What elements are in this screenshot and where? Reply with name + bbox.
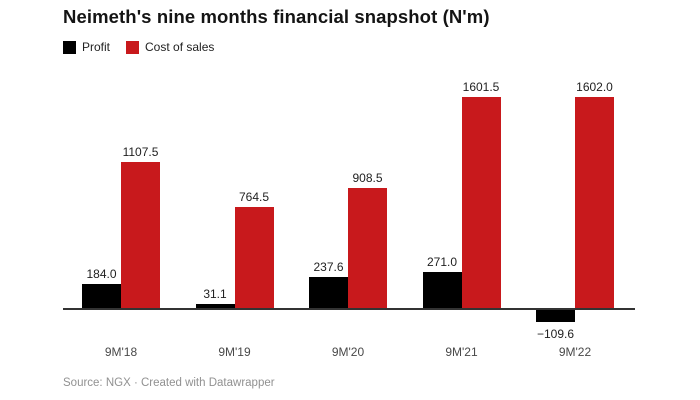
x-tick-label: 9M'22 [558, 345, 592, 359]
plot-area: 184.0 1107.5 9M'18 31.1 764.5 9M'19 237.6 908.5… [63, 60, 637, 370]
x-tick-label: 9M'18 [104, 345, 138, 359]
legend-label-cost-of-sales: Cost of sales [145, 40, 215, 54]
bar-cost-of-sales [348, 188, 387, 308]
source-line: Source: NGX · Created with Datawrapper [63, 377, 275, 389]
bar-profit [422, 272, 462, 308]
x-axis-line [63, 308, 635, 310]
value-label: 271.0 [426, 255, 458, 270]
x-tick-label: 9M'21 [445, 345, 478, 359]
bar-profit [82, 283, 121, 308]
bar-profit [195, 303, 235, 308]
bar-profit [309, 276, 348, 308]
x-tick-label: 9M'20 [331, 345, 365, 359]
value-label: −109.6 [536, 327, 575, 342]
bar-cost-of-sales [234, 207, 274, 308]
bar-cost-of-sales [121, 162, 160, 308]
value-label: 31.1 [203, 286, 227, 301]
legend-item-profit: Profit [63, 40, 110, 54]
x-tick-label: 9M'19 [218, 345, 251, 359]
value-label: 1602.0 [576, 79, 613, 94]
value-label: 237.6 [313, 259, 344, 274]
cost-of-sales-swatch-icon [126, 40, 140, 54]
bar-cost-of-sales [461, 96, 501, 308]
value-label: 764.5 [238, 190, 270, 205]
chart-title: Neimeth's nine months financial snapshot… [63, 6, 490, 27]
bar-cost-of-sales [575, 96, 614, 308]
value-label: 1601.5 [462, 79, 500, 94]
chart-legend: Profit Cost of sales [63, 40, 214, 54]
legend-item-cost-of-sales: Cost of sales [126, 40, 214, 54]
value-label: 184.0 [86, 266, 117, 281]
value-label: 1107.5 [122, 145, 159, 160]
legend-label-profit: Profit [82, 40, 111, 54]
bar-profit [536, 308, 575, 323]
value-label: 908.5 [352, 171, 383, 186]
profit-swatch-icon [63, 40, 76, 54]
